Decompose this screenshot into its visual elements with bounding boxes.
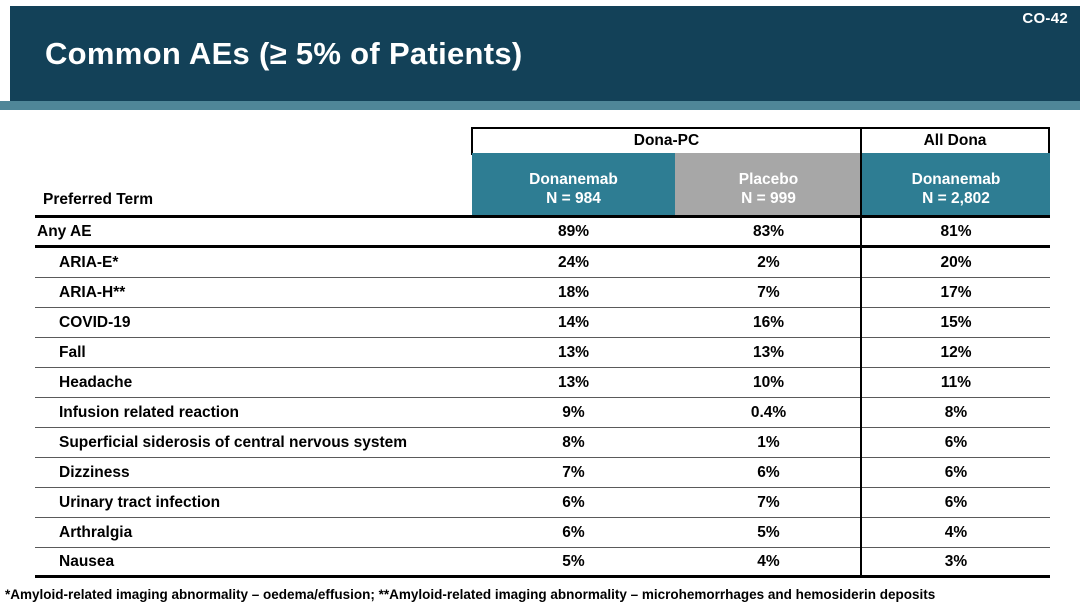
table-row: COVID-19 14% 16% 15% [35,308,1050,338]
accent-strip [0,101,1080,110]
table-row: Fall 13% 13% 12% [35,338,1050,368]
row-header-label: Preferred Term [43,191,153,208]
column-label: Donanemab [529,171,618,188]
row-value-donanemab-pc: 6% [562,493,585,511]
row-value-all-donanemab: 15% [940,313,972,331]
row-value-donanemab-pc: 9% [562,403,585,421]
row-value-donanemab-pc: 8% [562,433,585,451]
row-term: Headache [59,373,133,391]
row-term: Nausea [59,552,115,570]
column-header-placebo: Placebo N = 999 [675,153,862,215]
row-value-all-donanemab: 6% [944,433,968,451]
row-value-donanemab-pc: 24% [557,253,590,271]
row-value-placebo: 5% [757,523,780,541]
row-value-placebo: 7% [757,493,780,511]
slide-title: Common AEs (≥ 5% of Patients) [45,36,523,71]
row-value-placebo: 1% [757,433,780,451]
row-value-donanemab-pc: 13% [557,343,590,361]
column-n: N = 2,802 [922,190,990,207]
column-header-donanemab-pc: Donanemab N = 984 [472,153,675,215]
table-row: Nausea 5% 4% 3% [35,548,1050,578]
row-value-all-donanemab: 3% [944,552,968,570]
row-value-placebo: 16% [752,313,785,331]
row-value-placebo: 10% [752,373,785,391]
row-value-donanemab-pc: 5% [562,552,585,570]
title-bar: CO-42 Common AEs (≥ 5% of Patients) [10,6,1080,101]
row-term: ARIA-E* [59,253,119,271]
table-row: Urinary tract infection 6% 7% 6% [35,488,1050,518]
row-value-placebo: 4% [757,552,780,570]
row-value-all-donanemab: 20% [940,253,972,271]
row-value-all-donanemab: 17% [940,283,972,301]
row-term: ARIA-H** [59,283,126,301]
row-term: Fall [59,343,86,361]
row-value-donanemab-pc: 6% [562,523,585,541]
table-body: Any AE 89% 83% 81% ARIA-E* 24% 2% 20% AR… [35,218,1050,578]
group-header-all-dona: All Dona [860,127,1050,155]
row-value-placebo: 2% [757,253,780,271]
column-n: N = 984 [546,190,601,207]
row-value-placebo: 13% [752,343,785,361]
column-label: Placebo [738,171,799,188]
row-value-placebo: 0.4% [750,403,787,421]
group-header-dona-pc: Dona-PC [471,127,862,155]
row-value-donanemab-pc: 13% [557,373,590,391]
table-row: Headache 13% 10% 11% [35,368,1050,398]
row-term: COVID-19 [59,313,131,331]
row-value-all-donanemab: 6% [944,463,968,481]
row-value-donanemab-pc: 7% [562,463,585,481]
row-value-all-donanemab: 11% [940,373,972,391]
row-value-placebo: 6% [757,463,780,481]
row-term: Arthralgia [59,523,133,541]
row-value-donanemab-pc: 14% [557,313,590,331]
row-value-all-donanemab: 12% [940,343,972,361]
header-divider-line [35,215,1050,218]
row-term: Dizziness [59,463,130,481]
row-term: Any AE [37,222,92,240]
column-label: Donanemab [911,171,1001,188]
row-value-placebo: 7% [757,283,780,301]
row-term: Urinary tract infection [59,493,221,511]
row-term: Infusion related reaction [59,403,240,421]
table-row: ARIA-E* 24% 2% 20% [35,248,1050,278]
row-term: Superficial siderosis of central nervous… [59,433,408,451]
slide-code: CO-42 [1022,10,1068,27]
column-header-all-donanemab: Donanemab N = 2,802 [862,153,1050,215]
row-value-all-donanemab: 6% [944,493,968,511]
table-row: Any AE 89% 83% 81% [35,218,1050,248]
row-value-placebo: 83% [752,222,785,240]
table-row: Dizziness 7% 6% 6% [35,458,1050,488]
footnote: *Amyloid-related imaging abnormality – o… [5,587,936,602]
row-value-donanemab-pc: 89% [557,222,590,240]
row-value-donanemab-pc: 18% [557,283,590,301]
table-row: Arthralgia 6% 5% 4% [35,518,1050,548]
row-value-all-donanemab: 81% [940,222,972,240]
row-value-all-donanemab: 4% [944,523,968,541]
table-row: Infusion related reaction 9% 0.4% 8% [35,398,1050,428]
column-n: N = 999 [741,190,796,207]
table-row: ARIA-H** 18% 7% 17% [35,278,1050,308]
row-value-all-donanemab: 8% [944,403,968,421]
table-row: Superficial siderosis of central nervous… [35,428,1050,458]
group-divider-line [860,127,862,578]
